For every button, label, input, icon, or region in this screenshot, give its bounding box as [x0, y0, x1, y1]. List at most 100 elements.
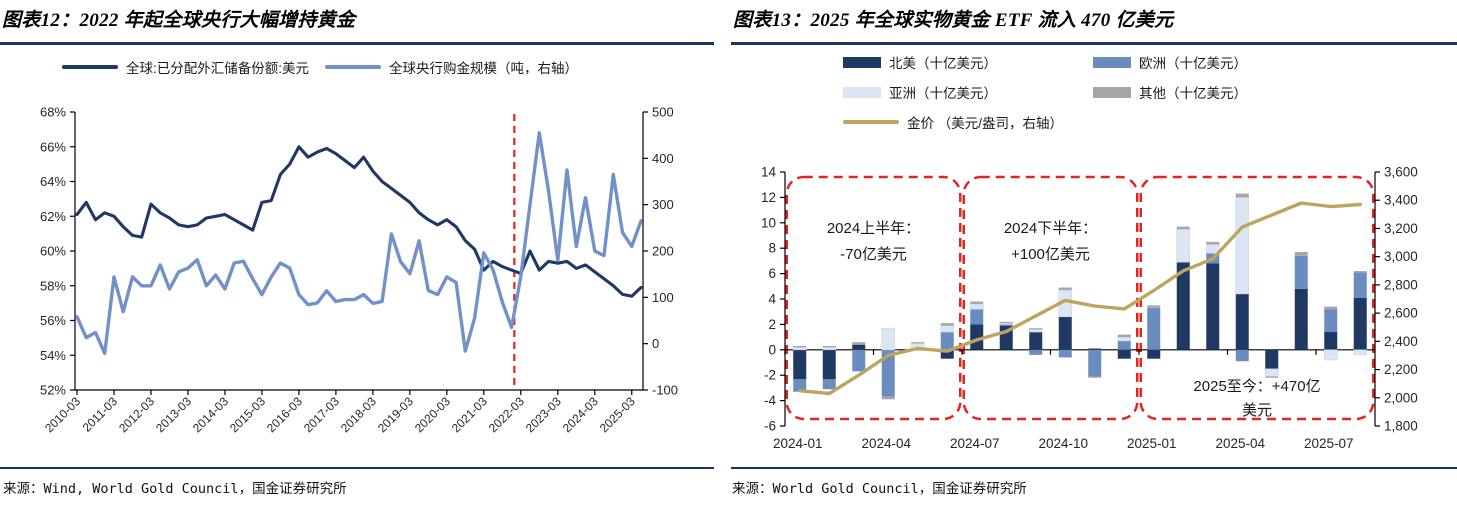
legend-label: 全球:已分配外汇储备份额:美元: [126, 61, 310, 76]
x-axis-label: 2024-03: [560, 394, 601, 435]
bar-segment: [1117, 349, 1131, 359]
x-axis-label: 2025-01: [1127, 436, 1177, 451]
legend-label: 金价 （美元/盎司，右轴）: [907, 116, 1064, 131]
figure-13-source: 来源：World Gold Council，国金证券研究所: [732, 481, 1027, 497]
x-axis-label: 2025-04: [1215, 436, 1265, 451]
y-axis-right-label: 2,200: [1384, 362, 1418, 377]
x-axis-label: 2024-07: [950, 436, 1000, 451]
x-axis-label: 2024-04: [861, 436, 911, 451]
bar-segment: [1088, 348, 1102, 350]
figure-13-legend: 北美（十亿美元） 欧洲（十亿美元） 亚洲（十亿美元） 其他（十亿美元） 金价 （…: [843, 52, 1343, 132]
legend-item-gold-price: 金价 （美元/盎司，右轴）: [843, 112, 1343, 132]
bar-segment: [852, 342, 866, 345]
y-axis-left-label: 58%: [40, 278, 66, 293]
x-axis-label: 2019-03: [375, 394, 416, 435]
bar-segment: [881, 327, 896, 351]
annotation-text-0: -70亿美元: [840, 246, 907, 263]
bar-segment: [1353, 272, 1367, 298]
bar-segment: [1058, 349, 1072, 358]
gold-etf-flows-stacked-bar-chart: 14 12 10 8 6 4 2 0 -2 -4 -6 3,600 3,400 3,200 3,000 2,8…: [761, 165, 1418, 452]
bar-segment: [1147, 305, 1161, 308]
bar-segment: [1147, 349, 1161, 359]
bar-segment: [940, 325, 955, 333]
bar-segment: [1088, 349, 1102, 377]
y-axis-left-label: 12: [761, 190, 776, 205]
footer-rule-right: [731, 467, 1457, 469]
y-axis-left-label: -6: [764, 419, 776, 434]
y-axis-right-label: 3,200: [1384, 221, 1418, 236]
bar-segment: [793, 379, 807, 392]
legend-item-asia: 亚洲（十亿美元）: [843, 82, 1093, 102]
bar-segment: [1029, 349, 1043, 355]
y-axis-left-label: 66%: [40, 139, 66, 154]
x-axis-label: 2011-03: [80, 394, 121, 435]
legend-label: 北美（十亿美元）: [889, 56, 997, 71]
bar-segment: [970, 309, 984, 325]
bar-segment: [1353, 271, 1367, 273]
x-axis-label: 2013-03: [153, 394, 194, 435]
bar-segment: [1117, 336, 1132, 342]
x-axis-label: 2010-03: [42, 394, 83, 435]
x-axis-label: 2024-01: [773, 436, 823, 451]
bar-segment: [1294, 255, 1308, 289]
fx-reserve-vs-gold-purchases-line-chart: 68% 66% 64% 62% 60% 58% 56% 54% 52% 500 400 300 200 1…: [40, 105, 678, 436]
bar-segment: [881, 349, 895, 397]
y-axis-right-label: 400: [652, 151, 674, 166]
bar-segment: [1176, 226, 1190, 230]
bar-segment: [1294, 288, 1308, 350]
y-axis-right-label: 2,800: [1384, 277, 1418, 292]
bar-segment: [969, 303, 984, 310]
y-axis-right-label: -100: [652, 383, 678, 398]
bar-segment: [1058, 287, 1072, 291]
x-axis-label: 2015-03: [227, 394, 268, 435]
y-axis-right-label: 3,400: [1384, 193, 1418, 208]
bar-segment: [1265, 376, 1279, 378]
legend-item-usd-share: 全球:已分配外汇储备份额:美元: [62, 57, 309, 77]
bar-segment: [852, 344, 866, 350]
bar-segment: [792, 346, 807, 351]
other-swatch: [1093, 86, 1131, 98]
asia-swatch: [843, 86, 881, 98]
bar-segment: [1058, 316, 1072, 350]
annotation-text-2: 美元: [1242, 402, 1272, 419]
annotation-text-0: 2024上半年：: [827, 220, 920, 237]
annotation-box-1: [962, 175, 1139, 421]
bar-segment: [1117, 334, 1131, 338]
legend-label: 其他（十亿美元）: [1139, 86, 1247, 101]
figure-12-source: 来源：Wind, World Gold Council，国金证券研究所: [3, 481, 347, 497]
bar-segment: [1029, 328, 1043, 330]
bar-segment: [940, 323, 954, 326]
y-axis-left-label: -4: [764, 393, 776, 408]
bar-segment: [822, 379, 836, 390]
x-axis-label: 2018-03: [338, 394, 379, 435]
cb-gold-purchases-line: [75, 131, 643, 356]
legend-label: 亚洲（十亿美元）: [889, 86, 997, 101]
y-axis-left-label: 6: [768, 266, 776, 281]
legend-item-europe: 欧洲（十亿美元）: [1093, 52, 1343, 72]
y-axis-left-label: 64%: [40, 174, 66, 189]
x-axis-label: 2021-03: [449, 394, 490, 435]
bar-segment: [1264, 368, 1279, 377]
bar-segment: [970, 324, 984, 350]
bar-segment: [940, 332, 954, 350]
y-axis-left-label: -2: [764, 368, 776, 383]
y-axis-left-label: 10: [761, 215, 776, 230]
gold-price-line: [798, 201, 1362, 396]
y-axis-right-label: 3,600: [1384, 165, 1418, 180]
y-axis-left-label: 56%: [40, 313, 66, 328]
x-axis-label: 2023-03: [523, 394, 564, 435]
bar-segment: [1324, 332, 1338, 350]
y-axis-right-label: 500: [652, 105, 674, 120]
bar-segment: [1324, 309, 1338, 333]
usd-share-line-swatch: [62, 65, 118, 69]
y-axis-left-label: 8: [768, 241, 776, 256]
annotation-text-1: 2024下半年：: [1004, 220, 1097, 237]
bar-segment: [911, 342, 925, 344]
legend-item-cb-gold-purchases: 全球央行购金规模（吨，右轴）: [325, 57, 578, 77]
y-axis-right-label: 100: [652, 290, 674, 305]
bar-segment: [881, 396, 895, 400]
y-axis-right-label: 2,000: [1384, 390, 1418, 405]
bar-segment: [1235, 193, 1249, 198]
bar-segment: [999, 322, 1014, 325]
x-axis-label: 2020-03: [412, 394, 453, 435]
